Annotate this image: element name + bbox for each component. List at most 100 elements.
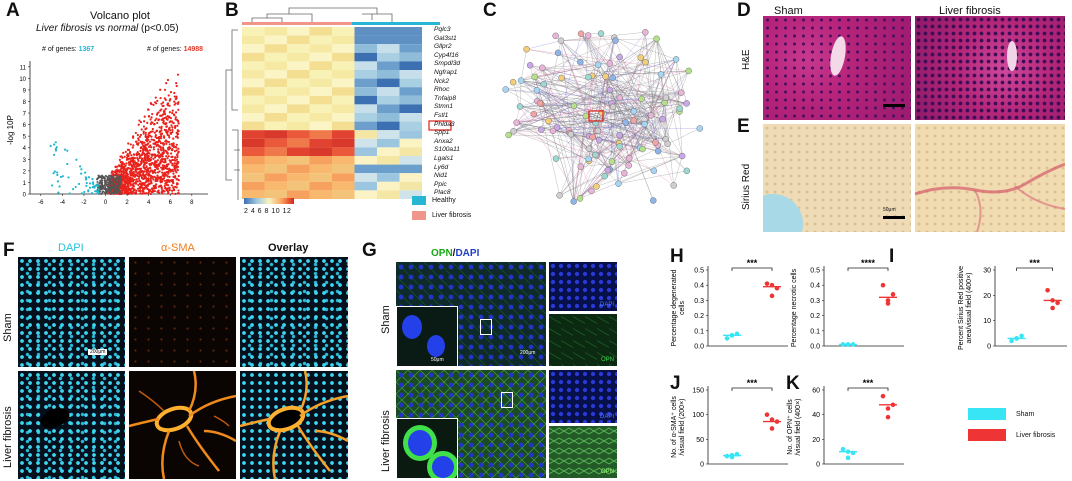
volcano-point-up — [165, 142, 168, 145]
volcano-point-up — [171, 192, 174, 195]
volcano-point-ns — [106, 181, 109, 184]
volcano-point-down — [56, 171, 59, 174]
volcano-point-ns — [99, 179, 102, 182]
volcano-point-up — [152, 148, 155, 151]
volcano-point-up — [155, 117, 158, 120]
heatmap-cell — [399, 138, 422, 148]
volcano-point-up — [132, 135, 135, 138]
network-edge — [600, 33, 683, 157]
chart-i: 0 10 20 30 Percent Sirius Red positive area/v… — [958, 258, 1067, 351]
volcano-point-up — [127, 148, 131, 151]
opn-row-fibrosis: Liver fibrosis — [380, 410, 392, 472]
network-node — [616, 143, 623, 150]
heatmap-cell — [242, 52, 265, 62]
volcano-point-down — [71, 187, 75, 191]
volcano-point-ns — [113, 191, 116, 194]
volcano-point-up — [154, 135, 157, 139]
heatmap-cell — [287, 87, 310, 96]
chart-point — [769, 293, 775, 299]
heatmap-cell — [399, 95, 422, 105]
heatmap-gene-label: Nid1 — [434, 172, 448, 180]
volcano-point-up — [144, 133, 147, 137]
network-edge — [561, 77, 658, 146]
volcano-point-up — [166, 152, 169, 155]
volcano-xtick-label: 8 — [190, 200, 194, 206]
heatmap-cell — [309, 95, 332, 105]
chart-point — [724, 336, 730, 341]
heatmap-cell — [309, 87, 332, 96]
volcano-point-up — [154, 133, 157, 137]
network-edge — [543, 84, 581, 199]
heatmap-cell — [354, 147, 377, 156]
chart-point — [764, 281, 770, 286]
opn-title-sep: / — [452, 248, 456, 259]
heatmap-panel: Pqlc3 Gal3st1 Gllpr2 Cyp4f16 Smpdl3d Ngfrap1 N… — [222, 0, 482, 230]
volcano-point-up — [160, 125, 163, 128]
volcano-point-ns — [100, 181, 103, 184]
volcano-point-up — [171, 109, 174, 112]
volcano-point-up — [167, 148, 170, 151]
volcano-point-up — [162, 164, 166, 167]
volcano-point-up — [159, 88, 162, 91]
volcano-point-down — [53, 143, 56, 146]
network-edge — [612, 38, 657, 79]
network-node — [641, 120, 648, 128]
volcano-point-up — [152, 171, 156, 174]
sirius-fibrosis-fibers — [915, 162, 1065, 232]
opn-title-opn: OPN — [431, 248, 453, 259]
histo-col-sham: Sham — [774, 5, 803, 17]
if-row-fibrosis: Liver fibrosis — [2, 406, 14, 468]
histo-row-sirius: Sirius Red — [741, 163, 752, 210]
heatmap-cell — [332, 104, 355, 113]
volcano-point-up — [161, 192, 164, 195]
network-node — [679, 152, 686, 160]
network-node — [502, 86, 509, 93]
volcano-point-ns — [114, 177, 117, 180]
volcano-point-up — [129, 167, 132, 170]
heatmap-cell — [399, 70, 422, 79]
volcano-xtick-label: 2 — [125, 200, 129, 206]
volcano-point-up — [146, 180, 149, 183]
heatmap-cell — [399, 173, 422, 182]
network-node — [576, 195, 584, 202]
heatmap-gene-label: Spp1 — [434, 129, 450, 137]
volcano-point-up — [140, 160, 143, 163]
volcano-point-up — [151, 121, 154, 124]
volcano-point-up — [164, 116, 168, 119]
opn-sham-opn-signal — [549, 314, 617, 366]
volcano-point-up — [174, 124, 177, 128]
volcano-point-up — [134, 180, 138, 183]
volcano-point-up — [172, 170, 175, 173]
network-node — [539, 64, 546, 71]
volcano-point-up — [158, 126, 161, 129]
network-node — [584, 32, 592, 39]
volcano-point-up — [135, 154, 139, 157]
volcano-point-up — [149, 102, 152, 105]
network-edge — [519, 106, 581, 199]
heatmap-cell — [399, 87, 422, 96]
volcano-point-up — [131, 187, 134, 190]
volcano-point-up — [144, 131, 147, 134]
volcano-point-up — [158, 156, 161, 159]
network-node — [659, 115, 666, 123]
volcano-point-down — [90, 192, 94, 195]
network-edge — [655, 142, 687, 171]
genes-left-label: # of genes: — [42, 46, 77, 53]
network-edge — [609, 63, 682, 93]
volcano-point-up — [137, 189, 141, 192]
volcano-point-down — [52, 172, 55, 175]
volcano-point-down — [88, 182, 92, 185]
volcano-point-down — [79, 165, 82, 168]
volcano-point-up — [162, 168, 165, 171]
heatmap-cell — [399, 35, 422, 45]
chart-point — [1045, 287, 1050, 293]
volcano-point-up — [166, 103, 169, 106]
volcano-point-ns — [108, 189, 111, 192]
volcano-point-up — [176, 155, 179, 159]
volcano-point-up — [159, 142, 163, 145]
chart-point — [769, 282, 775, 288]
heatmap-gene-label: S100a11 — [434, 146, 460, 154]
volcano-point-up — [139, 120, 142, 124]
volcano-point-up — [141, 176, 144, 180]
volcano-point-up — [169, 98, 172, 101]
